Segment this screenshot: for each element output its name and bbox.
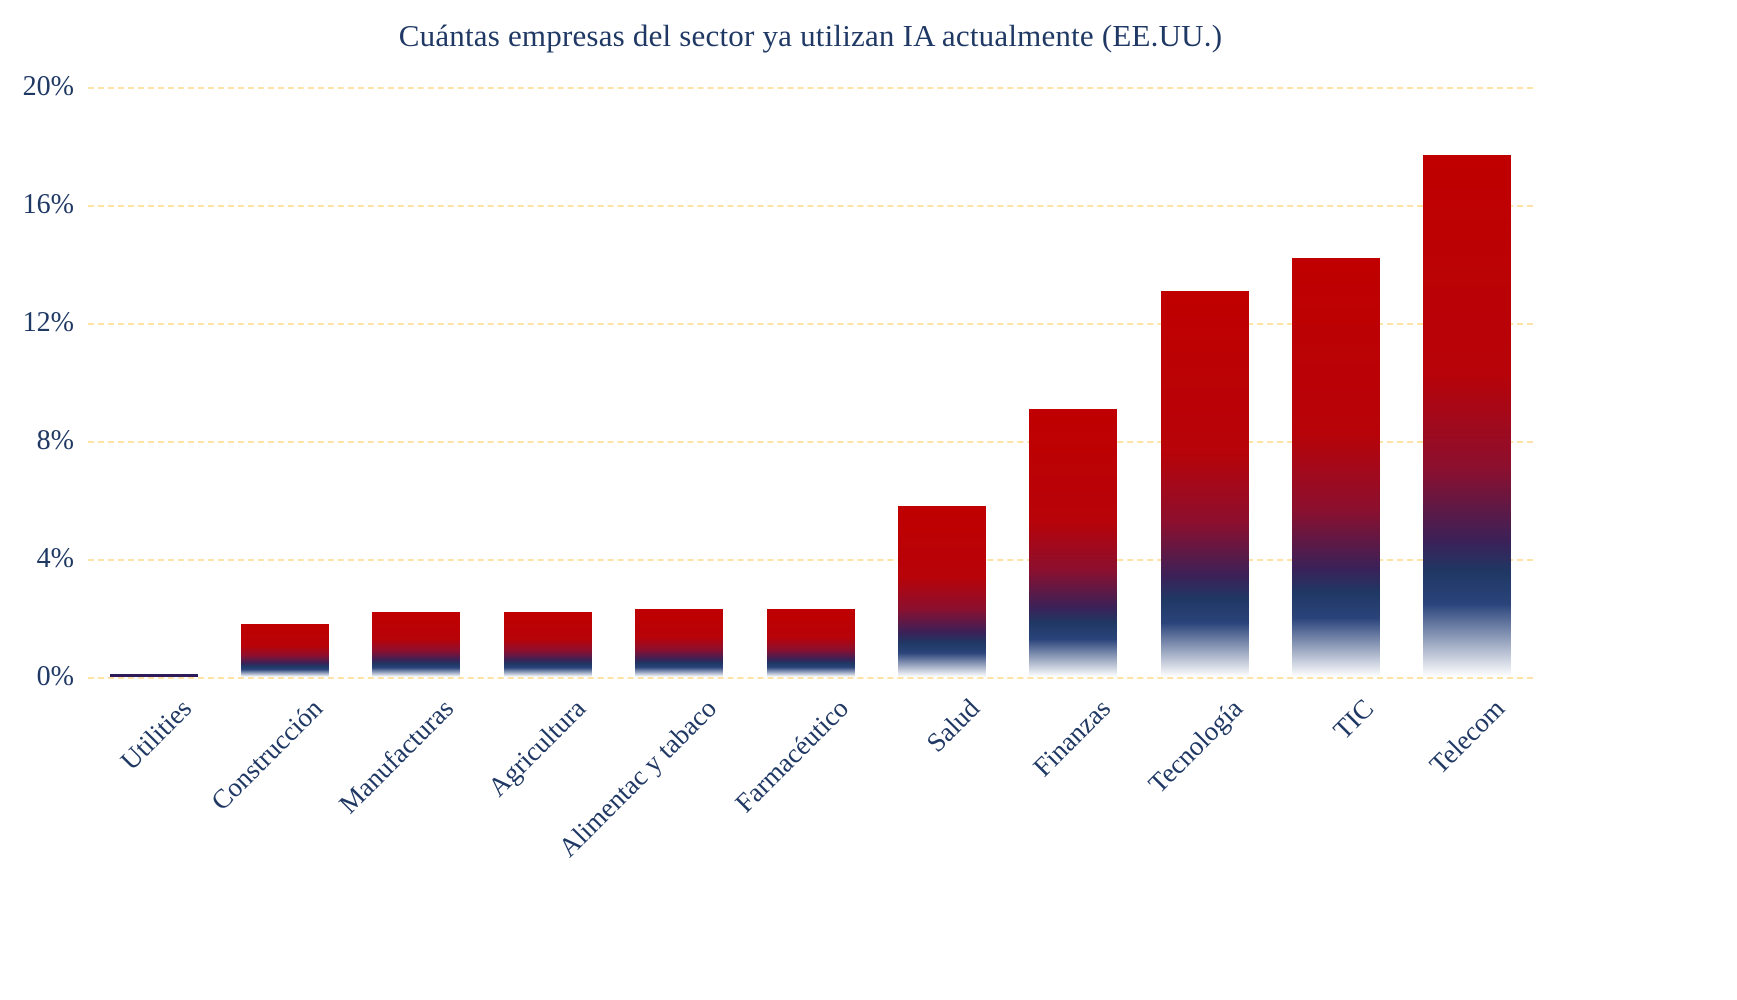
x-axis-category-label: Tecnología — [1142, 693, 1248, 799]
x-axis-category-label: TIC — [1327, 693, 1380, 745]
gridline-4% — [88, 559, 1533, 561]
x-axis-category-label: Agricultura — [481, 693, 591, 803]
bar-Tecnología — [1160, 290, 1249, 677]
y-axis-tick-label: 8% — [36, 425, 74, 456]
bar-Farmacéutico — [766, 609, 855, 677]
x-axis-category-label: Manufacturas — [333, 693, 460, 820]
bar-Construcción — [241, 623, 330, 677]
y-axis-tick-label: 20% — [22, 71, 74, 102]
gridline-20% — [88, 87, 1533, 89]
x-axis-category-label: Alimentac y tabaco — [552, 693, 723, 863]
y-axis-tick-label: 4% — [36, 543, 74, 574]
bar-TIC — [1291, 258, 1380, 677]
bar-Utilities — [109, 674, 198, 677]
bar-Alimentac y tabaco — [635, 609, 724, 677]
y-axis-tick-label: 12% — [22, 307, 74, 338]
x-axis-category-label: Farmacéutico — [728, 693, 854, 819]
gridline-0% — [88, 677, 1533, 679]
chart-title: Cuántas empresas del sector ya utilizan … — [398, 18, 1223, 53]
bar-Finanzas — [1029, 408, 1118, 677]
bar-Salud — [897, 505, 986, 677]
x-axis-category-label: Construcción — [205, 693, 329, 817]
bar-Telecom — [1423, 154, 1512, 677]
gridline-8% — [88, 441, 1533, 443]
x-axis-category-label: Telecom — [1423, 693, 1511, 780]
y-axis-tick-label: 16% — [22, 189, 74, 220]
y-axis-tick-label: 0% — [36, 661, 74, 692]
x-axis-category-label: Finanzas — [1027, 693, 1117, 783]
x-axis-category-label: Salud — [920, 693, 986, 758]
gridline-12% — [88, 323, 1533, 325]
bar-Agricultura — [503, 612, 592, 677]
gridline-16% — [88, 205, 1533, 207]
bar-Manufacturas — [372, 612, 461, 677]
